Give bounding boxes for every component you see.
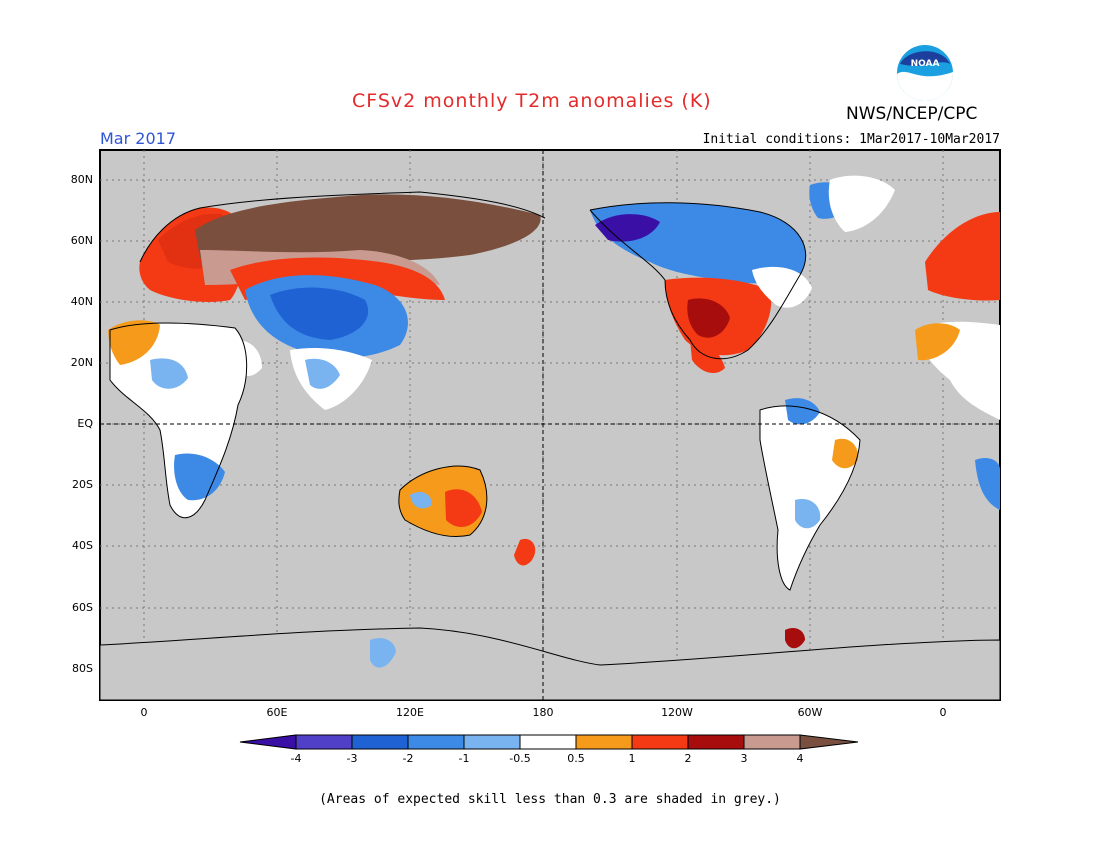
longitude-label: 60E (266, 706, 288, 719)
colorbar-bin (295, 734, 353, 750)
colorbar-bin (463, 734, 521, 750)
latitude-label: 60S (72, 601, 93, 614)
colorbar-label: -0.5 (509, 752, 531, 765)
colorbar-label: 4 (796, 752, 804, 765)
latitude-label: 20N (70, 356, 93, 369)
colorbar-label: 0.5 (567, 752, 585, 765)
colorbar-label: -2 (402, 752, 414, 765)
valid-month-label: Mar 2017 (100, 129, 176, 148)
latitude-label: 80N (70, 173, 93, 186)
colorbar-label: 3 (740, 752, 748, 765)
colorbar-max-arrow (799, 734, 859, 750)
map-title: CFSv2 monthly T2m anomalies (K) (352, 90, 712, 112)
colorbar-label: 1 (628, 752, 636, 765)
colorbar-bin (687, 734, 745, 750)
colorbar-bin (519, 734, 577, 750)
colorbar-label: -4 (290, 752, 302, 765)
latitude-label: 60N (70, 234, 93, 247)
coastlines (109, 191, 861, 591)
colorbar-label: 2 (684, 752, 692, 765)
longitude-label: 0 (939, 706, 947, 719)
colorbar-bin (407, 734, 465, 750)
latitude-label: 80S (72, 662, 93, 675)
noaa-logo: NOAA (897, 45, 954, 102)
organization-label: NWS/NCEP/CPC (846, 104, 978, 124)
colorbar-label: -1 (458, 752, 470, 765)
colorbar-bin (743, 734, 801, 750)
colorbar-bin (575, 734, 633, 750)
latitude-label: 20S (72, 478, 93, 491)
initial-conditions-label: Initial conditions: 1Mar2017-10Mar2017 (702, 132, 1000, 147)
colorbar-label: -3 (346, 752, 358, 765)
longitude-label: 120E (396, 706, 424, 719)
longitude-label: 60W (797, 706, 823, 719)
longitude-label: 0 (140, 706, 148, 719)
longitude-label: 180 (532, 706, 554, 719)
latitude-label: EQ (77, 417, 93, 430)
svg-text:NOAA: NOAA (911, 59, 940, 69)
colorbar-bin (631, 734, 689, 750)
longitude-label: 120W (661, 706, 693, 719)
colorbar-min-arrow (239, 734, 297, 750)
latitude-label: 40S (72, 539, 93, 552)
latitude-label: 40N (70, 295, 93, 308)
land-anomaly-shading (99, 175, 1001, 701)
footnote: (Areas of expected skill less than 0.3 a… (319, 792, 781, 807)
colorbar-bin (351, 734, 409, 750)
